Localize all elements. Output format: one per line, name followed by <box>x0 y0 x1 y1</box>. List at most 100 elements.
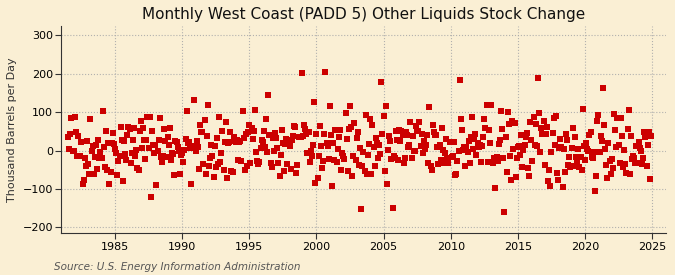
Point <box>518 147 529 152</box>
Point <box>603 141 614 145</box>
Point <box>153 138 164 142</box>
Point <box>132 166 143 170</box>
Point <box>515 153 526 158</box>
Point <box>618 164 628 169</box>
Point <box>68 149 79 153</box>
Point <box>269 149 279 153</box>
Point <box>470 131 481 136</box>
Point <box>134 129 145 133</box>
Point <box>356 207 367 211</box>
Point <box>560 170 570 174</box>
Point <box>323 157 334 161</box>
Point <box>551 171 562 175</box>
Point <box>318 158 329 163</box>
Point <box>608 165 618 170</box>
Point <box>483 128 494 132</box>
Point <box>599 123 610 128</box>
Point <box>184 140 194 144</box>
Point <box>624 172 635 176</box>
Point <box>541 131 551 136</box>
Point <box>420 147 431 152</box>
Point <box>180 137 191 141</box>
Point <box>103 141 113 145</box>
Point <box>208 174 219 179</box>
Point <box>165 158 176 163</box>
Point <box>616 116 626 120</box>
Point <box>275 153 286 158</box>
Point <box>63 147 74 152</box>
Point <box>397 133 408 137</box>
Point <box>354 163 364 167</box>
Point <box>398 161 409 165</box>
Point <box>410 123 421 128</box>
Point <box>402 133 412 137</box>
Point <box>481 103 492 108</box>
Point <box>529 142 540 147</box>
Point <box>574 164 585 169</box>
Point <box>458 148 468 152</box>
Point <box>595 134 606 138</box>
Point <box>70 130 81 134</box>
Point <box>410 149 421 153</box>
Point <box>509 121 520 125</box>
Point <box>378 114 389 119</box>
Point <box>576 168 587 172</box>
Point <box>331 160 342 164</box>
Point <box>178 160 189 164</box>
Point <box>367 122 378 127</box>
Point <box>73 134 84 139</box>
Point <box>582 147 593 151</box>
Point <box>632 161 643 165</box>
Point <box>590 189 601 193</box>
Point <box>477 144 487 148</box>
Point <box>354 146 365 150</box>
Point <box>261 117 271 121</box>
Point <box>330 128 341 133</box>
Point <box>349 120 360 125</box>
Point <box>345 104 356 108</box>
Point <box>636 149 647 154</box>
Point <box>237 109 248 113</box>
Point <box>155 116 165 121</box>
Point <box>473 144 484 149</box>
Point <box>512 145 523 149</box>
Point <box>129 126 140 130</box>
Point <box>524 174 535 178</box>
Point <box>407 134 418 139</box>
Point <box>577 107 588 111</box>
Point <box>527 159 538 163</box>
Point <box>605 172 616 176</box>
Point <box>371 136 381 140</box>
Point <box>235 139 246 143</box>
Point <box>109 141 119 146</box>
Point <box>495 138 506 142</box>
Point <box>585 130 596 134</box>
Point <box>214 115 225 119</box>
Point <box>308 143 319 147</box>
Point <box>286 138 297 142</box>
Point <box>256 138 267 142</box>
Point <box>173 149 184 153</box>
Point <box>388 154 399 158</box>
Point <box>317 165 327 170</box>
Point <box>298 134 308 138</box>
Point <box>553 177 564 182</box>
Point <box>148 143 159 147</box>
Point <box>82 139 92 143</box>
Point <box>601 163 612 167</box>
Point <box>638 156 649 160</box>
Point <box>179 148 190 152</box>
Point <box>267 135 278 140</box>
Point <box>104 182 115 187</box>
Point <box>276 128 287 133</box>
Point <box>191 139 202 143</box>
Point <box>121 158 132 162</box>
Point <box>623 108 634 112</box>
Point <box>556 145 567 150</box>
Point <box>218 168 229 173</box>
Point <box>213 162 223 167</box>
Point <box>171 140 182 144</box>
Point <box>393 158 404 162</box>
Point <box>361 172 372 177</box>
Point <box>306 149 317 153</box>
